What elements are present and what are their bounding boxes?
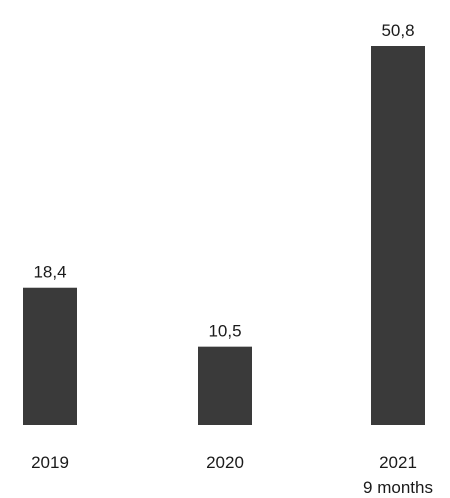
category-sublabel-2021: 9 months xyxy=(363,478,433,497)
value-label-2020: 10,5 xyxy=(208,322,241,341)
value-label-2019: 18,4 xyxy=(33,263,66,282)
value-labels-layer: 18,4 10,5 50,8 xyxy=(33,21,414,341)
category-label-2021: 2021 xyxy=(379,453,417,472)
value-label-2021: 50,8 xyxy=(381,21,414,40)
category-labels-layer: 2019 2020 2021 9 months xyxy=(31,453,433,497)
bar-2019 xyxy=(23,287,77,425)
category-label-2020: 2020 xyxy=(206,453,244,472)
bars-layer xyxy=(23,46,425,425)
bar-2020 xyxy=(198,346,252,425)
bar-2021 xyxy=(371,46,425,425)
category-label-2019: 2019 xyxy=(31,453,69,472)
